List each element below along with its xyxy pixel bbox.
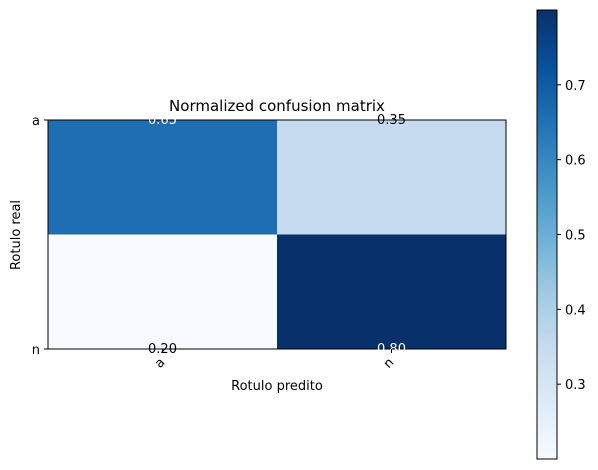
x-tick-label: a xyxy=(152,355,168,371)
colorbar-tick-label: 0.7 xyxy=(565,79,586,94)
colorbar xyxy=(536,9,558,460)
colorbar-tick-label: 0.5 xyxy=(565,229,586,244)
heatmap-cell-a-a xyxy=(48,120,277,235)
y-tick-label: n xyxy=(32,343,40,358)
chart-title: Normalized confusion matrix xyxy=(169,97,385,115)
colorbar-tick-label: 0.3 xyxy=(565,378,586,393)
colorbar-tick-label: 0.6 xyxy=(565,154,586,169)
colorbar-tick-label: 0.4 xyxy=(565,303,586,318)
y-axis-label: Rotulo real xyxy=(9,200,24,270)
y-tick-label: a xyxy=(32,114,40,129)
cell-value-label: 0.35 xyxy=(377,113,406,128)
heatmap-cell-n-a xyxy=(48,234,277,349)
x-tick-label: n xyxy=(381,355,397,371)
heatmap-cell-n-n xyxy=(277,234,506,349)
x-axis-label: Rotulo predito xyxy=(231,379,323,394)
heatmap-cell-a-n xyxy=(277,120,506,235)
plot-frame xyxy=(47,119,507,350)
cell-value-label: 0.65 xyxy=(148,113,177,128)
